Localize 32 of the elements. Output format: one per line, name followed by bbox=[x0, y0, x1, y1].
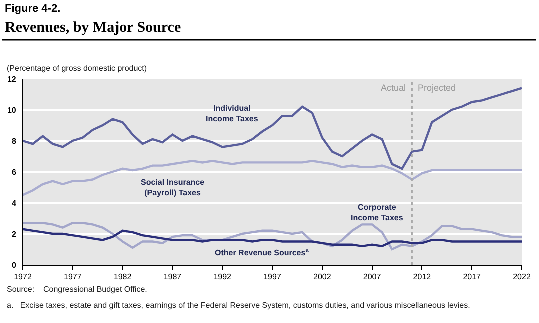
y-tick-label: 10 bbox=[7, 106, 17, 115]
chart-title: Revenues, by Major Source bbox=[5, 20, 182, 36]
series-label: Individual Income Taxes bbox=[206, 104, 259, 124]
x-tick-label: 1997 bbox=[264, 272, 282, 282]
x-tick-label: 1977 bbox=[64, 272, 82, 282]
caption: Figure 4-2. bbox=[5, 3, 61, 15]
x-tick-label: 1992 bbox=[214, 272, 232, 282]
x-tick-label: 1982 bbox=[114, 272, 132, 282]
x-tick-label: 1987 bbox=[164, 272, 182, 282]
x-tick-label: 2007 bbox=[363, 272, 382, 282]
line-series bbox=[23, 222, 522, 251]
y-tick-label: 4 bbox=[12, 198, 17, 208]
line-series bbox=[23, 160, 522, 196]
x-tick-label: 2017 bbox=[463, 272, 482, 282]
x-tick-label: 2012 bbox=[413, 272, 432, 282]
line-series bbox=[23, 228, 522, 248]
chart-subtitle: (Percentage of gross domestic product) bbox=[7, 64, 148, 73]
series-label: Corporate Income Taxes bbox=[351, 203, 404, 222]
y-tick-label: 8 bbox=[12, 136, 17, 146]
series-label: Social Insurance (Payroll) Taxes bbox=[141, 178, 206, 198]
series-label: Other Revenue Sources$^{a}$ bbox=[215, 248, 310, 258]
text: a. Excise taxes, estate and gift taxes, earnings of the Federal Reserve System, customs duties, and various miscellaneous levies. bbox=[7, 301, 470, 310]
source-note: Source: Congressional Budget Office. bbox=[7, 285, 148, 294]
x-tick-label: 1972 bbox=[14, 272, 32, 282]
annotation: Actual bbox=[381, 83, 406, 93]
y-tick-label: 2 bbox=[12, 230, 17, 239]
x-tick-label: 2002 bbox=[314, 272, 332, 282]
x-tick-label: 2022 bbox=[513, 272, 532, 282]
y-tick-label: 0 bbox=[12, 260, 17, 270]
y-tick-label: 12 bbox=[7, 74, 17, 84]
annotation: Projected bbox=[418, 83, 456, 93]
y-tick-label: 6 bbox=[12, 168, 17, 177]
